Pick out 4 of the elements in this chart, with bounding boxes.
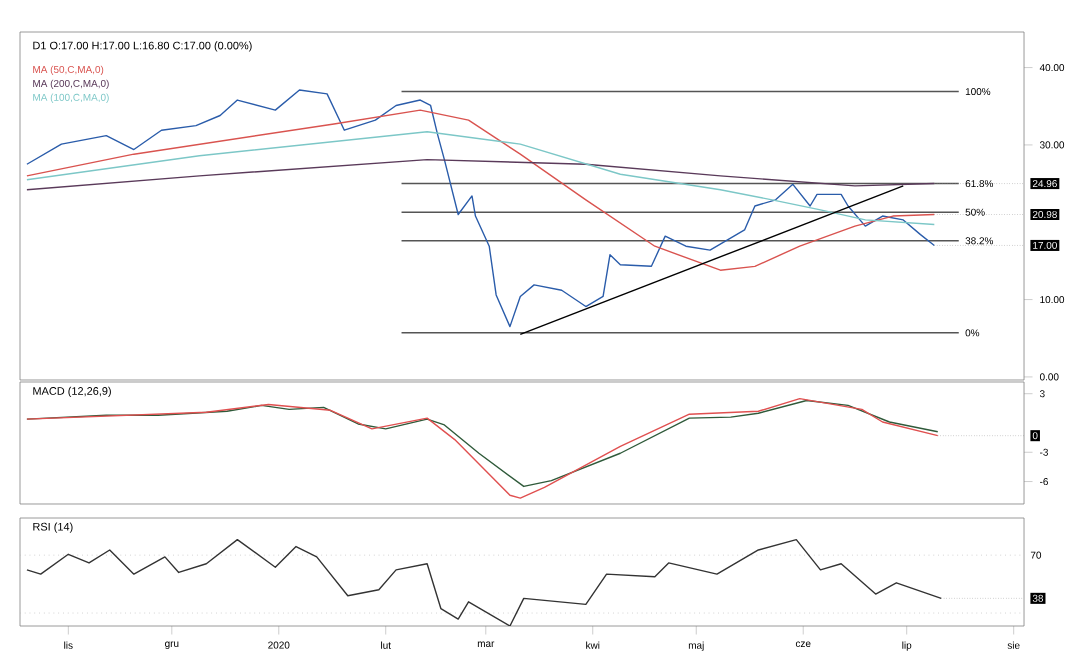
line-series [26,131,936,226]
line-series [26,109,936,271]
line-series [26,89,936,328]
line-series [26,158,936,191]
